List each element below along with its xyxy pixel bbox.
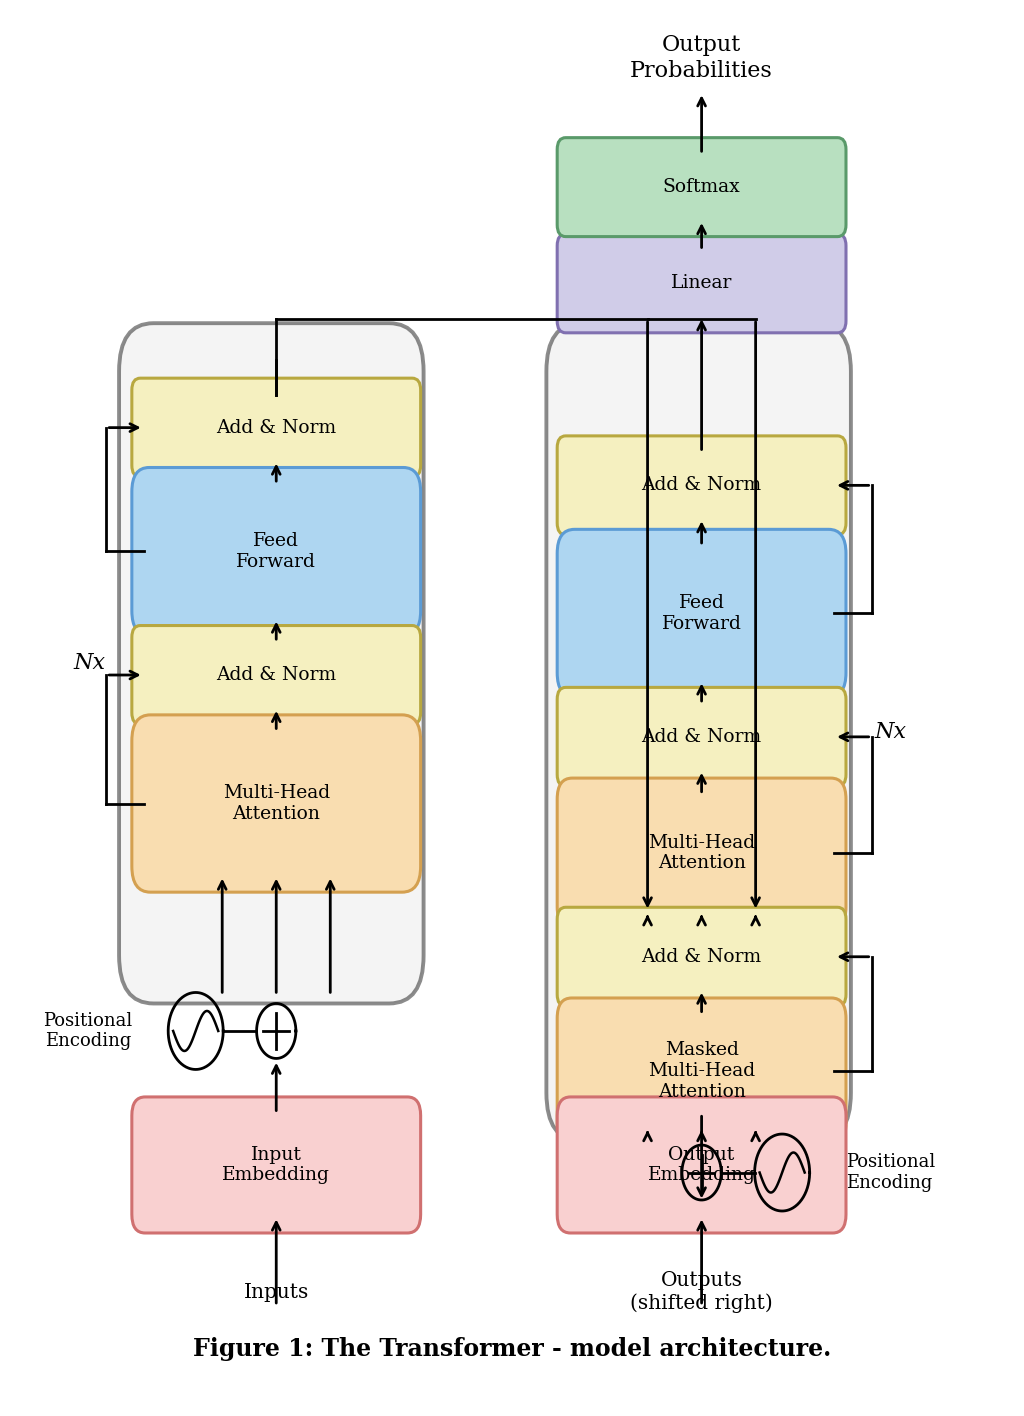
Text: Inputs: Inputs	[244, 1283, 309, 1301]
Text: Multi-Head
Attention: Multi-Head Attention	[222, 784, 330, 823]
Text: Add & Norm: Add & Norm	[641, 476, 762, 494]
Text: Add & Norm: Add & Norm	[216, 419, 336, 436]
Text: Softmax: Softmax	[663, 178, 740, 197]
Text: Positional
Encoding: Positional Encoding	[43, 1011, 132, 1051]
Text: Add & Norm: Add & Norm	[216, 666, 336, 684]
FancyBboxPatch shape	[557, 908, 846, 1007]
Text: Add & Norm: Add & Norm	[641, 947, 762, 966]
FancyBboxPatch shape	[557, 777, 846, 927]
Text: Feed
Forward: Feed Forward	[662, 593, 741, 633]
Text: Positional
Encoding: Positional Encoding	[846, 1153, 935, 1192]
Text: Feed
Forward: Feed Forward	[237, 532, 316, 571]
FancyBboxPatch shape	[132, 467, 421, 636]
FancyBboxPatch shape	[132, 1097, 421, 1233]
FancyBboxPatch shape	[557, 137, 846, 236]
FancyBboxPatch shape	[557, 530, 846, 697]
Text: Nx: Nx	[74, 653, 105, 674]
Text: Linear: Linear	[671, 275, 732, 292]
FancyBboxPatch shape	[547, 323, 851, 1141]
FancyBboxPatch shape	[557, 1097, 846, 1233]
Text: Input
Embedding: Input Embedding	[222, 1146, 330, 1184]
Text: Outputs
(shifted right): Outputs (shifted right)	[630, 1272, 773, 1313]
Text: Multi-Head
Attention: Multi-Head Attention	[648, 834, 755, 872]
Text: Output
Embedding: Output Embedding	[647, 1146, 756, 1184]
FancyBboxPatch shape	[557, 234, 846, 333]
FancyBboxPatch shape	[132, 626, 421, 725]
Text: Add & Norm: Add & Norm	[641, 728, 762, 746]
FancyBboxPatch shape	[557, 436, 846, 535]
FancyBboxPatch shape	[557, 687, 846, 786]
FancyBboxPatch shape	[557, 998, 846, 1144]
Text: Masked
Multi-Head
Attention: Masked Multi-Head Attention	[648, 1041, 755, 1100]
FancyBboxPatch shape	[132, 715, 421, 892]
Text: Figure 1: The Transformer - model architecture.: Figure 1: The Transformer - model archit…	[193, 1337, 831, 1361]
Text: Output
Probabilities: Output Probabilities	[630, 34, 773, 82]
FancyBboxPatch shape	[132, 378, 421, 477]
FancyBboxPatch shape	[119, 323, 424, 1004]
Text: Nx: Nx	[874, 721, 906, 743]
